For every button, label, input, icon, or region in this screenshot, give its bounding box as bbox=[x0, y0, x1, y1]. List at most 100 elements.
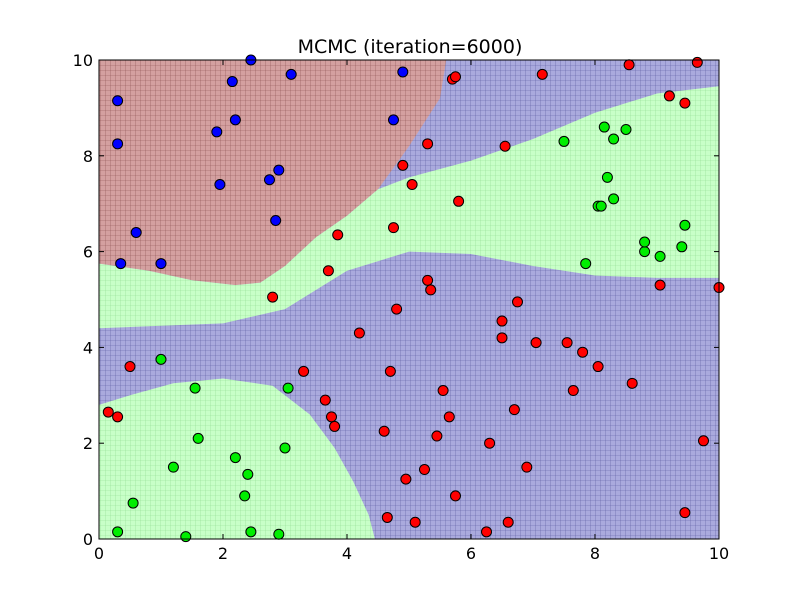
point-red-7 bbox=[326, 411, 337, 423]
point-blue-11 bbox=[270, 214, 282, 226]
point-blue-0 bbox=[112, 95, 124, 107]
y-tick-label-0: 0 bbox=[83, 530, 93, 549]
point-red-43 bbox=[567, 385, 579, 397]
point-green-8 bbox=[239, 490, 251, 502]
point-red-28 bbox=[450, 71, 461, 83]
x-axis: 0 2 4 6 8 10 bbox=[94, 60, 729, 563]
point-red-34 bbox=[496, 332, 508, 344]
y-tick-label-5: 10 bbox=[73, 51, 93, 70]
point-red-8 bbox=[329, 420, 341, 432]
chart-title: MCMC (iteration=6000) bbox=[298, 36, 523, 58]
point-red-50 bbox=[679, 97, 691, 109]
point-red-12 bbox=[381, 511, 393, 523]
y-tick-label-2: 4 bbox=[83, 338, 93, 357]
point-red-9 bbox=[332, 229, 344, 241]
point-red-19 bbox=[409, 516, 421, 528]
point-blue-6 bbox=[214, 179, 226, 191]
point-red-45 bbox=[592, 361, 604, 373]
point-red-0 bbox=[102, 406, 114, 418]
point-red-15 bbox=[391, 303, 403, 315]
y-tick-label-1: 2 bbox=[83, 434, 93, 453]
point-red-24 bbox=[431, 430, 443, 442]
point-red-52 bbox=[691, 56, 703, 68]
point-blue-8 bbox=[229, 114, 241, 126]
plot-frame bbox=[98, 59, 720, 540]
point-green-27 bbox=[679, 219, 691, 231]
point-green-10 bbox=[245, 526, 257, 538]
point-green-3 bbox=[167, 461, 179, 473]
point-blue-13 bbox=[285, 68, 297, 80]
point-red-49 bbox=[663, 90, 675, 102]
point-green-23 bbox=[639, 246, 651, 258]
point-green-5 bbox=[189, 382, 201, 394]
point-green-17 bbox=[595, 200, 607, 212]
point-red-20 bbox=[419, 464, 430, 476]
point-red-44 bbox=[577, 346, 589, 358]
point-red-6 bbox=[322, 265, 334, 277]
point-red-17 bbox=[400, 473, 412, 485]
point-green-24 bbox=[639, 236, 651, 248]
point-green-7 bbox=[229, 452, 241, 464]
point-red-21 bbox=[422, 274, 434, 286]
point-blue-10 bbox=[264, 174, 275, 186]
point-green-9 bbox=[242, 468, 254, 480]
point-red-3 bbox=[267, 291, 279, 303]
point-blue-2 bbox=[115, 258, 127, 270]
point-green-0 bbox=[112, 526, 124, 538]
point-red-47 bbox=[626, 377, 638, 389]
point-blue-7 bbox=[226, 76, 238, 88]
point-red-53 bbox=[698, 435, 709, 447]
point-red-13 bbox=[384, 365, 396, 377]
point-red-29 bbox=[450, 490, 461, 502]
point-red-2 bbox=[124, 361, 136, 373]
point-blue-5 bbox=[211, 126, 223, 138]
y-tick-label-4: 8 bbox=[83, 147, 93, 166]
x-tick-label-2: 4 bbox=[342, 544, 352, 563]
point-red-40 bbox=[530, 337, 542, 349]
point-red-35 bbox=[499, 140, 511, 152]
point-red-31 bbox=[481, 526, 492, 538]
point-red-32 bbox=[484, 437, 496, 449]
point-red-38 bbox=[512, 296, 523, 308]
point-red-36 bbox=[502, 516, 514, 528]
point-green-4 bbox=[180, 531, 192, 543]
point-red-4 bbox=[298, 365, 310, 377]
point-blue-3 bbox=[130, 226, 142, 238]
y-tick-label-3: 6 bbox=[83, 243, 93, 262]
point-green-13 bbox=[282, 382, 294, 394]
point-blue-12 bbox=[273, 164, 285, 176]
point-red-5 bbox=[319, 394, 331, 406]
point-red-16 bbox=[397, 159, 409, 171]
point-red-23 bbox=[425, 284, 437, 296]
scatter-points bbox=[102, 54, 725, 543]
point-red-1 bbox=[112, 411, 124, 423]
point-blue-4 bbox=[155, 258, 167, 270]
point-red-30 bbox=[453, 195, 465, 207]
point-red-11 bbox=[378, 425, 390, 437]
point-green-14 bbox=[558, 135, 570, 147]
point-red-41 bbox=[536, 68, 548, 80]
point-red-14 bbox=[388, 222, 399, 234]
point-red-22 bbox=[422, 138, 434, 150]
point-green-1 bbox=[127, 497, 139, 509]
x-tick-label-3: 6 bbox=[466, 544, 476, 563]
point-red-48 bbox=[654, 279, 666, 291]
point-green-11 bbox=[273, 528, 285, 540]
point-blue-15 bbox=[397, 66, 409, 78]
point-red-37 bbox=[508, 404, 520, 416]
point-green-15 bbox=[580, 258, 592, 270]
point-red-39 bbox=[521, 461, 533, 473]
point-red-26 bbox=[443, 411, 455, 423]
point-green-6 bbox=[192, 432, 204, 444]
point-green-12 bbox=[279, 442, 291, 454]
point-red-10 bbox=[353, 327, 365, 339]
x-tick-label-5: 10 bbox=[709, 544, 729, 563]
x-tick-label-0: 0 bbox=[94, 544, 104, 563]
point-red-51 bbox=[679, 507, 691, 519]
point-blue-1 bbox=[112, 138, 124, 150]
point-green-19 bbox=[601, 171, 613, 183]
x-tick-label-4: 8 bbox=[590, 544, 600, 563]
point-green-25 bbox=[654, 250, 666, 262]
region-red bbox=[99, 60, 447, 286]
point-red-33 bbox=[496, 315, 508, 327]
